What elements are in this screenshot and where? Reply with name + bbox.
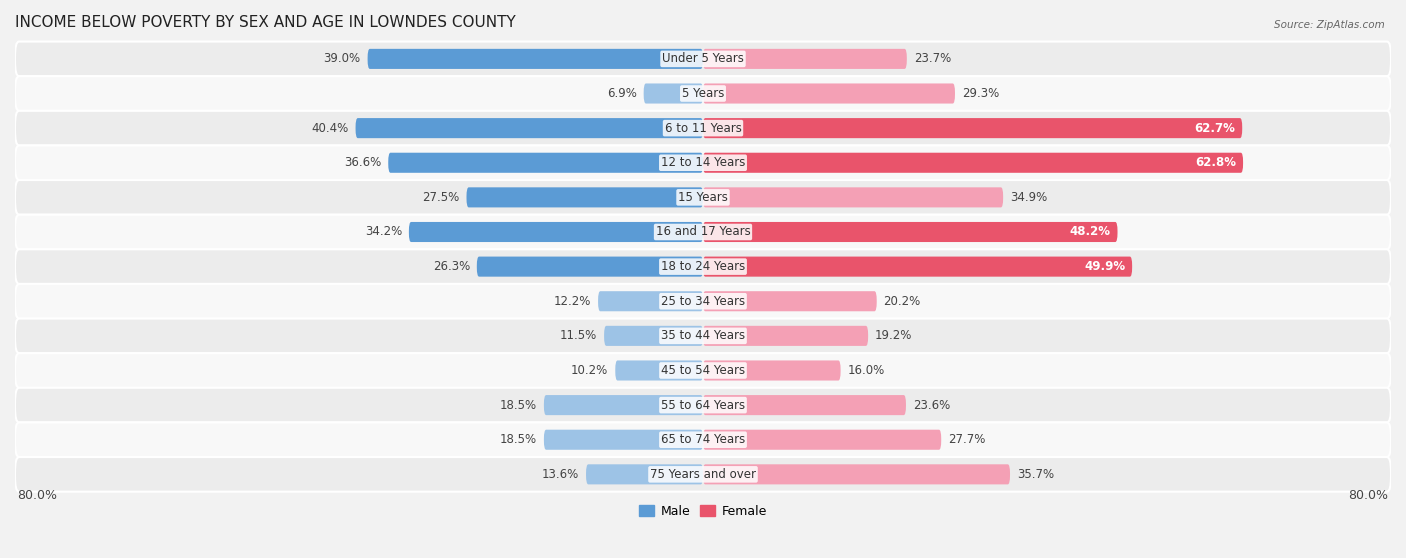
Text: 34.9%: 34.9% (1010, 191, 1047, 204)
Text: 45 to 54 Years: 45 to 54 Years (661, 364, 745, 377)
Text: 48.2%: 48.2% (1070, 225, 1111, 238)
FancyBboxPatch shape (367, 49, 703, 69)
Text: 16 and 17 Years: 16 and 17 Years (655, 225, 751, 238)
Legend: Male, Female: Male, Female (634, 500, 772, 523)
FancyBboxPatch shape (703, 257, 1132, 277)
Text: 11.5%: 11.5% (560, 329, 598, 343)
FancyBboxPatch shape (703, 291, 877, 311)
FancyBboxPatch shape (703, 153, 1243, 173)
Text: 62.8%: 62.8% (1195, 156, 1236, 169)
FancyBboxPatch shape (477, 257, 703, 277)
Text: 13.6%: 13.6% (541, 468, 579, 481)
Text: 5 Years: 5 Years (682, 87, 724, 100)
Text: 80.0%: 80.0% (1348, 489, 1388, 502)
FancyBboxPatch shape (15, 284, 1391, 319)
Text: 40.4%: 40.4% (312, 122, 349, 134)
Text: 6.9%: 6.9% (607, 87, 637, 100)
Text: 27.7%: 27.7% (948, 433, 986, 446)
FancyBboxPatch shape (544, 430, 703, 450)
FancyBboxPatch shape (644, 84, 703, 104)
FancyBboxPatch shape (15, 215, 1391, 249)
FancyBboxPatch shape (703, 49, 907, 69)
Text: 16.0%: 16.0% (848, 364, 884, 377)
FancyBboxPatch shape (544, 395, 703, 415)
Text: 18 to 24 Years: 18 to 24 Years (661, 260, 745, 273)
FancyBboxPatch shape (15, 353, 1391, 388)
FancyBboxPatch shape (703, 360, 841, 381)
FancyBboxPatch shape (703, 326, 868, 346)
FancyBboxPatch shape (15, 76, 1391, 111)
FancyBboxPatch shape (703, 222, 1118, 242)
Text: Source: ZipAtlas.com: Source: ZipAtlas.com (1274, 20, 1385, 30)
FancyBboxPatch shape (616, 360, 703, 381)
FancyBboxPatch shape (15, 457, 1391, 492)
Text: 26.3%: 26.3% (433, 260, 470, 273)
FancyBboxPatch shape (15, 422, 1391, 457)
FancyBboxPatch shape (15, 319, 1391, 353)
FancyBboxPatch shape (605, 326, 703, 346)
Text: 12.2%: 12.2% (554, 295, 591, 308)
FancyBboxPatch shape (15, 111, 1391, 146)
Text: 34.2%: 34.2% (364, 225, 402, 238)
Text: 25 to 34 Years: 25 to 34 Years (661, 295, 745, 308)
Text: 35 to 44 Years: 35 to 44 Years (661, 329, 745, 343)
FancyBboxPatch shape (703, 464, 1010, 484)
Text: 49.9%: 49.9% (1084, 260, 1125, 273)
Text: 19.2%: 19.2% (875, 329, 912, 343)
Text: 6 to 11 Years: 6 to 11 Years (665, 122, 741, 134)
Text: 39.0%: 39.0% (323, 52, 361, 65)
Text: 23.6%: 23.6% (912, 398, 950, 412)
Text: Under 5 Years: Under 5 Years (662, 52, 744, 65)
FancyBboxPatch shape (388, 153, 703, 173)
FancyBboxPatch shape (703, 395, 905, 415)
FancyBboxPatch shape (598, 291, 703, 311)
FancyBboxPatch shape (703, 118, 1243, 138)
Text: 36.6%: 36.6% (344, 156, 381, 169)
FancyBboxPatch shape (409, 222, 703, 242)
FancyBboxPatch shape (15, 180, 1391, 215)
FancyBboxPatch shape (467, 187, 703, 208)
Text: 15 Years: 15 Years (678, 191, 728, 204)
Text: 12 to 14 Years: 12 to 14 Years (661, 156, 745, 169)
Text: 75 Years and over: 75 Years and over (650, 468, 756, 481)
Text: 80.0%: 80.0% (18, 489, 58, 502)
FancyBboxPatch shape (586, 464, 703, 484)
Text: 29.3%: 29.3% (962, 87, 1000, 100)
Text: 23.7%: 23.7% (914, 52, 950, 65)
Text: 10.2%: 10.2% (571, 364, 609, 377)
Text: 27.5%: 27.5% (422, 191, 460, 204)
FancyBboxPatch shape (703, 430, 941, 450)
FancyBboxPatch shape (15, 388, 1391, 422)
FancyBboxPatch shape (15, 42, 1391, 76)
Text: 62.7%: 62.7% (1195, 122, 1236, 134)
Text: INCOME BELOW POVERTY BY SEX AND AGE IN LOWNDES COUNTY: INCOME BELOW POVERTY BY SEX AND AGE IN L… (15, 15, 516, 30)
Text: 55 to 64 Years: 55 to 64 Years (661, 398, 745, 412)
FancyBboxPatch shape (15, 249, 1391, 284)
FancyBboxPatch shape (356, 118, 703, 138)
Text: 18.5%: 18.5% (501, 398, 537, 412)
Text: 35.7%: 35.7% (1017, 468, 1054, 481)
Text: 65 to 74 Years: 65 to 74 Years (661, 433, 745, 446)
Text: 20.2%: 20.2% (883, 295, 921, 308)
FancyBboxPatch shape (703, 187, 1002, 208)
FancyBboxPatch shape (15, 146, 1391, 180)
Text: 18.5%: 18.5% (501, 433, 537, 446)
FancyBboxPatch shape (703, 84, 955, 104)
